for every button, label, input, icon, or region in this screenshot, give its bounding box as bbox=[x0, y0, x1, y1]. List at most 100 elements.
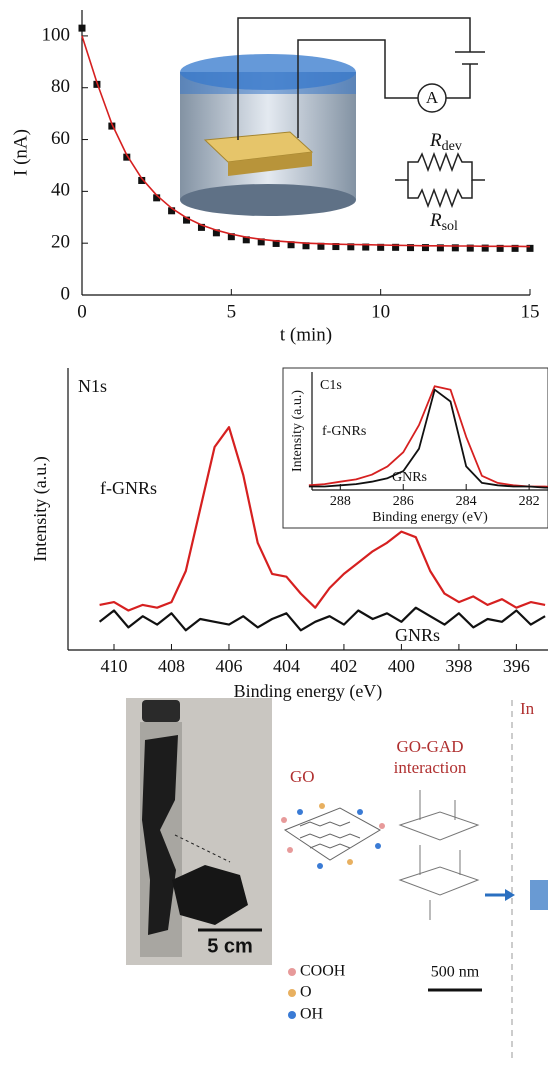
group-label: COOH bbox=[300, 963, 346, 980]
series-label: f-GNRs bbox=[100, 478, 157, 498]
ammeter-label: A bbox=[426, 88, 439, 107]
data-point bbox=[332, 243, 340, 251]
data-line bbox=[81, 35, 531, 248]
data-point bbox=[407, 244, 415, 252]
panel-label: N1s bbox=[78, 376, 107, 396]
x-tick-label: 396 bbox=[503, 656, 530, 676]
setup-inset: A Rdev Rsol bbox=[180, 17, 485, 234]
vial-cap bbox=[142, 700, 180, 722]
group-label: O bbox=[300, 984, 312, 1001]
data-point bbox=[347, 243, 355, 251]
circuit bbox=[237, 17, 485, 209]
next-panel-fragment bbox=[530, 880, 548, 910]
data-point bbox=[242, 236, 250, 244]
stacked-sheets bbox=[398, 790, 480, 920]
data-point bbox=[78, 24, 86, 32]
data-point bbox=[183, 216, 191, 224]
r-dev-label: Rdev bbox=[429, 130, 462, 154]
data-point bbox=[496, 244, 504, 252]
x-tick-label: 10 bbox=[371, 301, 390, 322]
r-symbol: R bbox=[429, 130, 442, 151]
x-axis-label: t (min) bbox=[280, 324, 332, 345]
x-tick-label: 402 bbox=[330, 656, 357, 676]
data-point bbox=[317, 242, 325, 250]
x-tick-label: 0 bbox=[77, 301, 87, 322]
chip-side bbox=[228, 152, 312, 176]
data-point bbox=[436, 244, 444, 252]
interaction-title: GO-GAD bbox=[396, 737, 463, 756]
data-point bbox=[362, 243, 370, 251]
r-subscript: dev bbox=[442, 139, 462, 154]
data-point bbox=[377, 243, 385, 251]
data-point bbox=[108, 122, 116, 130]
go-sponge bbox=[142, 735, 178, 935]
y-tick-label: 40 bbox=[51, 180, 70, 201]
y-tick-label: 100 bbox=[42, 24, 71, 45]
x-tick-label: 400 bbox=[388, 656, 415, 676]
data-point bbox=[168, 207, 176, 215]
data-point bbox=[287, 241, 295, 249]
beaker-bottom bbox=[180, 184, 356, 216]
y-axis-label: I (nA) bbox=[10, 129, 31, 176]
interaction-title: interaction bbox=[394, 758, 467, 777]
go-piece bbox=[172, 865, 248, 925]
x-tick-label: 408 bbox=[158, 656, 185, 676]
data-point bbox=[257, 238, 265, 246]
data-point bbox=[466, 244, 474, 252]
diagram: 5 cm GO COOH O OH GO-GAD interaction 500… bbox=[126, 698, 548, 1060]
go-sheet bbox=[283, 807, 382, 861]
x-tick-label: 410 bbox=[100, 656, 127, 676]
x-tick-label: 282 bbox=[519, 494, 540, 509]
data-point bbox=[392, 243, 400, 251]
data-point bbox=[421, 244, 429, 252]
pointer bbox=[174, 834, 231, 863]
data-line bbox=[99, 426, 546, 612]
x-axis-label: Binding energy (eV) bbox=[234, 681, 383, 702]
data-line bbox=[98, 606, 546, 632]
arrow-head bbox=[505, 889, 515, 901]
x-tick-label: 5 bbox=[227, 301, 237, 322]
data-line bbox=[308, 388, 548, 489]
inset-frame bbox=[282, 367, 548, 529]
x-tick-label: 286 bbox=[393, 494, 414, 509]
data-point bbox=[511, 244, 519, 252]
data-point bbox=[153, 194, 161, 202]
functional-groups bbox=[281, 803, 385, 1019]
data-point bbox=[197, 223, 205, 231]
x-tick-label: 284 bbox=[456, 494, 477, 509]
scale-label: 500 nm bbox=[431, 964, 480, 981]
x-tick-label: 406 bbox=[215, 656, 242, 676]
data-point bbox=[481, 244, 489, 252]
y-tick-label: 60 bbox=[51, 128, 70, 149]
liquid bbox=[180, 72, 356, 94]
scale-label: 5 cm bbox=[207, 935, 253, 957]
data-point bbox=[302, 242, 310, 250]
x-tick-label: 288 bbox=[330, 494, 351, 509]
r-symbol: R bbox=[429, 210, 442, 231]
next-panel-title: In bbox=[520, 699, 535, 718]
r-subscript: sol bbox=[442, 219, 458, 234]
series-label: GNRs bbox=[395, 625, 440, 645]
data-point bbox=[451, 244, 459, 252]
y-axis-label: Intensity (a.u.) bbox=[30, 456, 51, 561]
group-label: OH bbox=[300, 1006, 324, 1023]
y-tick-label: 0 bbox=[61, 283, 71, 304]
x-tick-label: 15 bbox=[521, 301, 540, 322]
x-tick-label: 398 bbox=[445, 656, 472, 676]
data-point bbox=[123, 153, 131, 161]
x-axis-label: Binding energy (eV) bbox=[372, 510, 488, 525]
r-sol-label: Rsol bbox=[429, 210, 458, 234]
data-point bbox=[227, 233, 235, 241]
y-tick-label: 20 bbox=[51, 232, 70, 253]
data-point bbox=[138, 176, 146, 184]
y-axis-label: Intensity (a.u.) bbox=[290, 390, 305, 472]
data-point bbox=[272, 239, 280, 247]
data-point bbox=[526, 244, 534, 252]
x-tick-label: 404 bbox=[273, 656, 300, 676]
y-tick-label: 80 bbox=[51, 76, 70, 97]
panel-label: C1s bbox=[320, 378, 342, 393]
go-label: GO bbox=[290, 767, 315, 786]
data-point bbox=[212, 229, 220, 237]
series-label: GNRs bbox=[392, 470, 427, 485]
